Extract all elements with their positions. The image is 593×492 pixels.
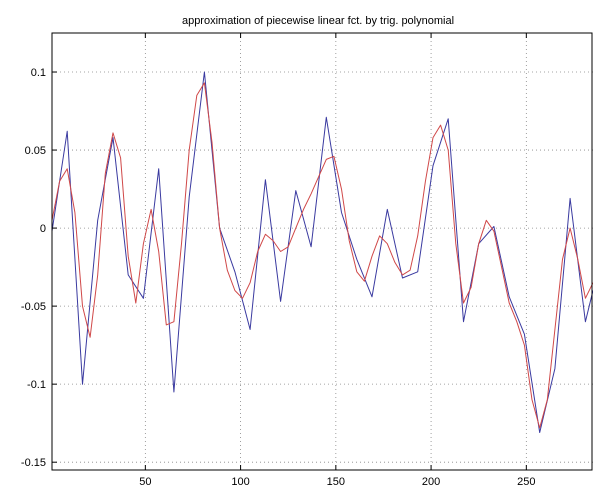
- y-axis: 0.1 0.05 0 -0.05 -0.1 -0.15: [21, 67, 57, 469]
- grid-lines: [52, 33, 593, 470]
- y-tick-label: 0: [40, 223, 46, 235]
- y-tick-label: 0.1: [31, 67, 46, 79]
- x-axis: 50 100 150 200 250: [139, 33, 536, 488]
- x-tick-label: 100: [231, 476, 249, 488]
- chart-title: approximation of piecewise linear fct. b…: [182, 15, 454, 27]
- y-tick-label: 0.05: [25, 145, 46, 157]
- series-line-0: [51, 71, 593, 433]
- series-line-1: [51, 82, 593, 429]
- y-tick-label: -0.15: [21, 457, 46, 469]
- x-tick-label: 250: [517, 476, 535, 488]
- plot-area-frame: [51, 32, 593, 471]
- y-tick-label: -0.05: [21, 301, 46, 313]
- y-tick-label: -0.1: [27, 379, 46, 391]
- x-tick-label: 150: [327, 476, 345, 488]
- x-tick-label: 200: [422, 476, 440, 488]
- series-layer: [51, 71, 593, 433]
- x-tick-label: 50: [139, 476, 151, 488]
